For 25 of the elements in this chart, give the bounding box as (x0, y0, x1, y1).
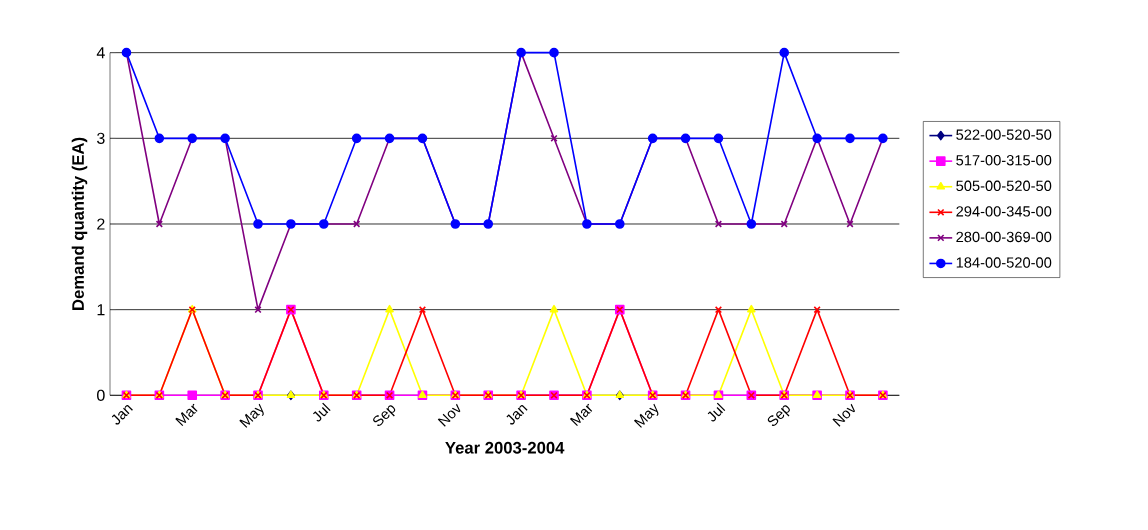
legend-label: 294-00-345-00 (956, 206, 1052, 217)
y-tick-label: 0 (97, 389, 105, 401)
x-tick-label: Jul (707, 402, 726, 422)
x-tick-label: Jan (506, 405, 528, 425)
y-tick-label: 1 (97, 304, 105, 316)
x-axis-title: Year 2003-2004 (445, 441, 565, 454)
x-tick-label: Mar (569, 403, 593, 427)
x-tick-label: May (633, 403, 659, 428)
x-tick-label: Mar (175, 403, 198, 427)
x-tick-label: Nov (437, 403, 461, 427)
x-tick-label: Sep (373, 405, 396, 426)
x-tick-label: Nov (832, 403, 856, 427)
x-tick-label: Sep (767, 405, 790, 426)
legend-label: 522-00-520-50 (956, 129, 1052, 140)
y-axis-title: Demand quantity (EA) (71, 137, 88, 310)
legend-label: 505-00-520-50 (956, 180, 1052, 191)
x-tick-label: Jul (313, 402, 331, 422)
legend-label: 184-00-520-00 (956, 257, 1052, 268)
x-tick-label: May (239, 403, 264, 428)
y-tick-label: 4 (96, 47, 105, 59)
legend-label: 280-00-369-00 (956, 231, 1052, 243)
y-tick-label: 3 (97, 132, 105, 144)
y-tick-label: 2 (97, 218, 105, 230)
x-tick-label: Jan (111, 405, 133, 425)
legend-label: 517-00-315-00 (956, 155, 1052, 166)
